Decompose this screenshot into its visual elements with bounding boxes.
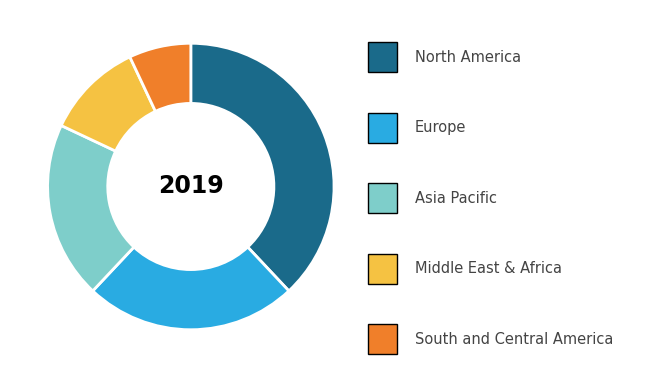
Text: Middle East & Africa: Middle East & Africa — [415, 261, 562, 276]
FancyBboxPatch shape — [368, 324, 397, 354]
Wedge shape — [191, 43, 334, 291]
Text: South and Central America: South and Central America — [415, 332, 613, 347]
FancyBboxPatch shape — [368, 113, 397, 143]
Text: Asia Pacific: Asia Pacific — [415, 191, 497, 206]
Wedge shape — [47, 126, 134, 291]
Text: 2019: 2019 — [158, 175, 224, 198]
Text: North America: North America — [415, 50, 521, 65]
FancyBboxPatch shape — [368, 254, 397, 284]
Wedge shape — [61, 57, 155, 151]
FancyBboxPatch shape — [368, 183, 397, 213]
Wedge shape — [130, 43, 191, 111]
Wedge shape — [93, 247, 289, 330]
FancyBboxPatch shape — [368, 42, 397, 72]
Text: Europe: Europe — [415, 120, 466, 135]
